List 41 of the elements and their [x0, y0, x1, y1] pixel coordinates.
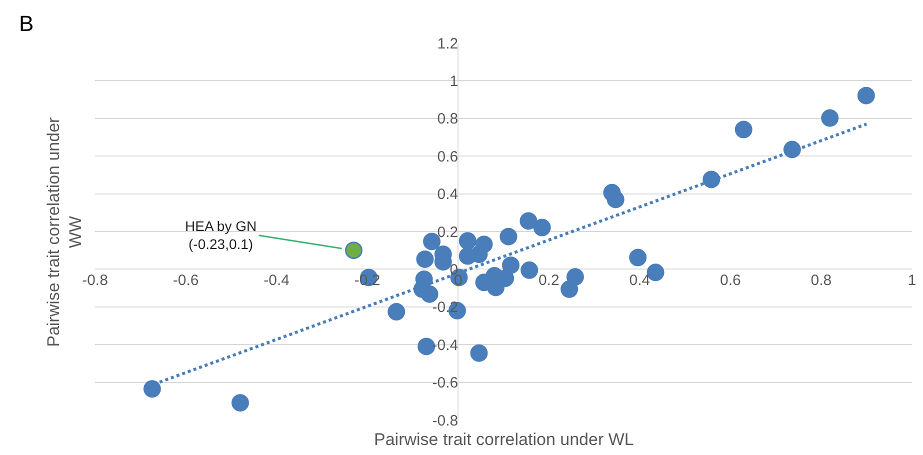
point: [734, 120, 752, 138]
x-axis-title: Pairwise trait correlation under WL: [374, 430, 634, 449]
x-tick-label: 0.8: [810, 272, 832, 290]
x-tick-label: -0.6: [172, 272, 199, 290]
point: [470, 246, 488, 264]
y-tick-label: -0.6: [432, 374, 458, 392]
point: [533, 218, 551, 236]
point: [857, 86, 875, 104]
point: [420, 285, 438, 303]
text: B: [19, 11, 34, 36]
point: [821, 109, 839, 127]
point: [500, 228, 518, 246]
point: [470, 344, 488, 362]
point: [520, 261, 538, 279]
point: [566, 268, 584, 286]
point: [629, 248, 647, 266]
x-tick-label: 0.4: [629, 272, 650, 290]
y-tick-label: 0.4: [437, 186, 458, 204]
point: [606, 190, 624, 208]
x-tick-label: 0.6: [720, 272, 741, 290]
point: [143, 380, 161, 398]
point: [388, 303, 406, 321]
y-tick-label: 1.2: [437, 35, 458, 52]
point: [344, 242, 362, 260]
x-tick-label: -0.8: [82, 272, 108, 290]
point: [702, 170, 720, 188]
x-tick-label: 0.2: [538, 272, 560, 290]
point: [458, 232, 476, 250]
x-tick-label: -0.4: [264, 272, 290, 290]
point: [416, 250, 434, 268]
x-tick-label: 1: [908, 272, 916, 290]
y-tick-label: 0.8: [437, 110, 458, 128]
point: [502, 256, 520, 274]
y-tick-label: -0.8: [432, 412, 458, 430]
y-tick-label: 0.6: [437, 148, 458, 166]
y-axis-title: Pairwise trait correlation under WW: [44, 116, 85, 347]
annotation: HEA by GN (-0.23,0.1): [185, 218, 257, 252]
y-tick-label: 1: [450, 72, 458, 90]
y-tick-label: 0.2: [437, 224, 458, 241]
point: [520, 212, 538, 230]
point: [231, 394, 249, 412]
